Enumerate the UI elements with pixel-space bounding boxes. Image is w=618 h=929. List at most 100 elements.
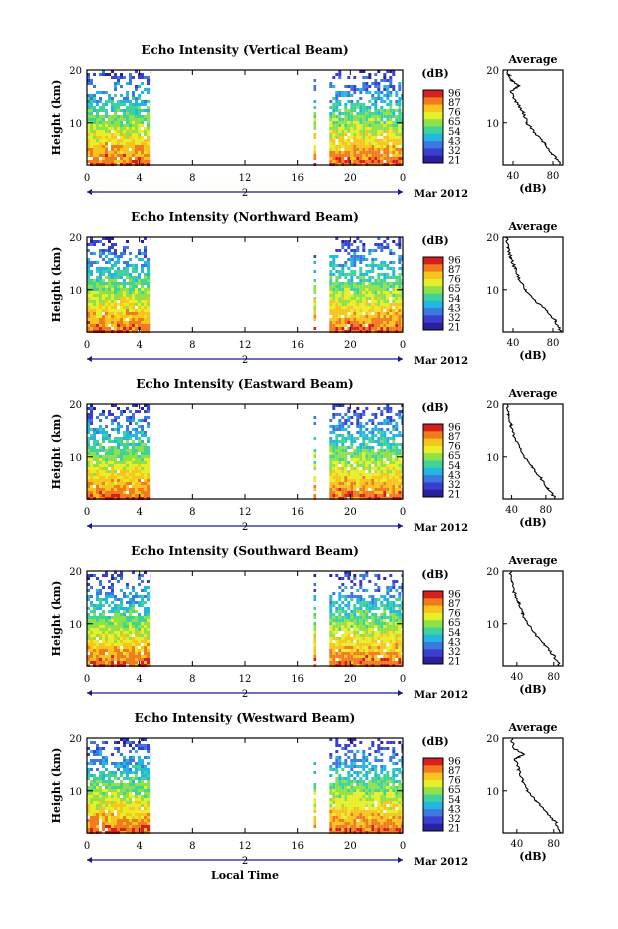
heat-cell — [389, 121, 393, 124]
heat-cell — [371, 276, 375, 279]
heat-cell — [126, 455, 129, 458]
heat-cell — [132, 106, 135, 109]
heat-cell — [356, 422, 360, 425]
heat-cell — [132, 130, 135, 133]
heat-cell — [135, 133, 138, 136]
heat-cell — [117, 297, 120, 300]
heat-cell — [135, 321, 138, 324]
heat-cell — [371, 267, 375, 270]
heat-cell — [138, 485, 141, 488]
heat-cell — [105, 449, 108, 452]
heat-cell — [120, 160, 123, 163]
heat-cell — [123, 261, 126, 264]
heat-cell — [350, 94, 354, 97]
colorbar-tick-label: 87 — [448, 432, 461, 443]
heat-cell — [338, 115, 342, 118]
heat-cell — [99, 649, 102, 652]
heat-cell — [401, 643, 403, 646]
heat-cell — [395, 324, 399, 327]
heat-cell — [135, 631, 138, 634]
heat-cell — [90, 422, 93, 425]
heat-cell — [117, 637, 120, 640]
heat-cell — [392, 658, 396, 661]
heat-cell — [356, 106, 360, 109]
heat-cell — [93, 822, 96, 825]
heat-cell — [108, 828, 111, 831]
heat-cell — [108, 440, 111, 443]
heat-cell — [132, 622, 135, 625]
heat-cell — [129, 422, 132, 425]
heat-cell — [329, 619, 333, 622]
heat-cell — [102, 479, 105, 482]
heat-cell — [341, 136, 345, 139]
colorbar-tick-label: 21 — [448, 657, 461, 668]
heat-cell — [87, 443, 90, 446]
heat-cell — [105, 774, 108, 777]
heat-cell — [144, 649, 147, 652]
heat-cell — [105, 646, 108, 649]
heat-cell — [87, 792, 90, 795]
heat-cell — [111, 440, 114, 443]
heat-cell — [359, 321, 363, 324]
heat-cell — [96, 577, 99, 580]
heat-cell — [368, 291, 372, 294]
heat-cell — [120, 482, 123, 485]
heat-cell — [141, 464, 144, 467]
heat-cell — [347, 318, 351, 321]
heat-cell — [362, 243, 366, 246]
heat-cell — [401, 130, 403, 133]
heat-cell — [126, 640, 129, 643]
heat-cell — [135, 634, 138, 637]
heat-cell — [117, 476, 120, 479]
heat-cell — [359, 288, 363, 291]
heat-cell — [362, 151, 366, 154]
heat-cell — [344, 142, 348, 145]
heat-cell — [350, 494, 354, 497]
heat-cell — [99, 419, 102, 422]
heat-cell — [341, 306, 345, 309]
heat-cell — [93, 97, 96, 100]
heat-cell — [117, 139, 120, 142]
heat-cell — [93, 139, 96, 142]
heat-cell — [108, 160, 111, 163]
heat-cell — [123, 303, 126, 306]
heat-cell — [129, 416, 132, 419]
heat-cell — [90, 154, 93, 157]
heat-cell — [96, 482, 99, 485]
heat-cell — [123, 124, 126, 127]
heat-cell — [371, 327, 375, 330]
heat-cell — [365, 449, 369, 452]
heat-cell — [114, 88, 117, 91]
heat-cell — [105, 91, 108, 94]
heat-cell — [87, 491, 90, 494]
heat-cell — [389, 488, 393, 491]
heat-cell — [126, 142, 129, 145]
heat-cell — [329, 455, 333, 458]
heat-cell — [398, 470, 402, 473]
heat-cell — [90, 419, 93, 422]
heat-cell — [392, 631, 396, 634]
heat-cell — [389, 628, 393, 631]
heat-cell — [338, 100, 342, 103]
heat-cell — [392, 476, 396, 479]
heat-cell — [362, 616, 366, 619]
average-x-tick-label: 40 — [510, 672, 523, 683]
heat-cell — [401, 279, 403, 282]
heat-cell — [141, 443, 144, 446]
heat-cell — [141, 461, 144, 464]
heat-cell — [96, 431, 99, 434]
heat-cell — [338, 124, 342, 127]
heat-cell — [105, 127, 108, 130]
heat-cell — [90, 750, 93, 753]
heat-cell — [398, 458, 402, 461]
heat-cell — [389, 321, 393, 324]
heat-cell — [141, 574, 144, 577]
heat-cell — [329, 634, 333, 637]
heat-cell — [401, 631, 403, 634]
heat-cell — [117, 312, 120, 315]
heat-cell — [93, 109, 96, 112]
heat-cell — [377, 649, 381, 652]
heat-cell — [365, 437, 369, 440]
heat-cell — [362, 249, 366, 252]
heat-cell — [141, 449, 144, 452]
